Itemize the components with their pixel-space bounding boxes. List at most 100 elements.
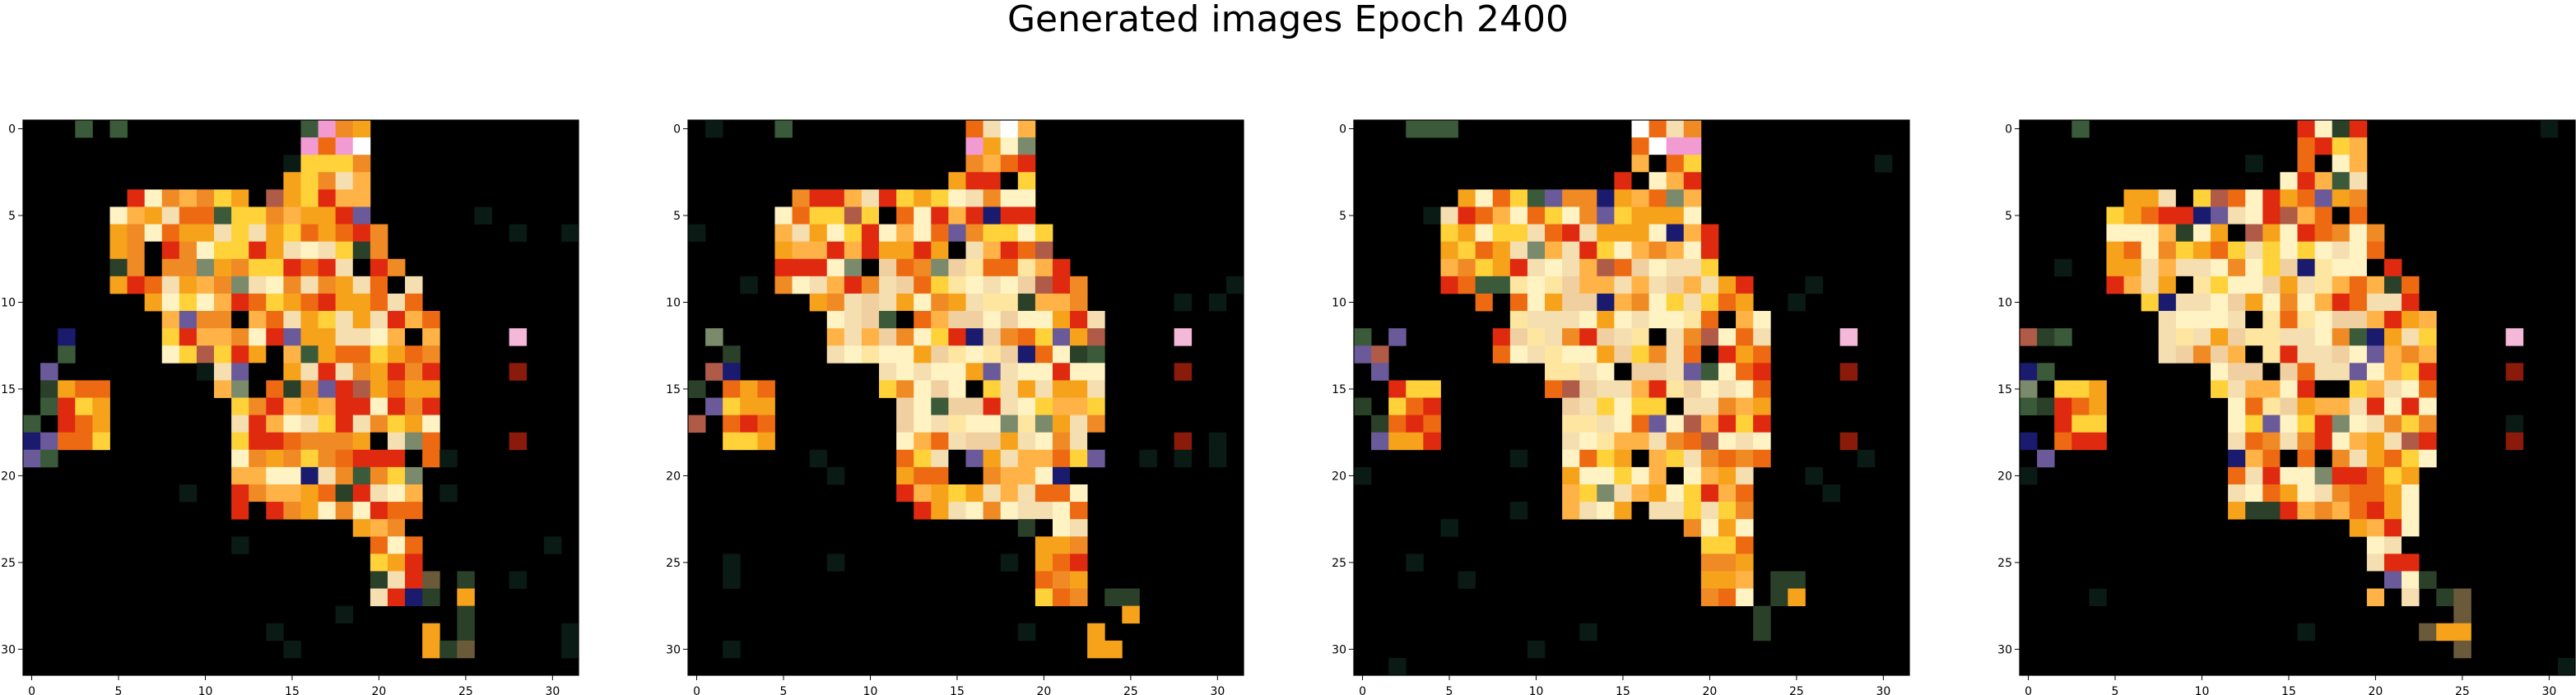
pixel — [1631, 258, 1649, 277]
pixel — [283, 432, 301, 451]
pixel — [214, 380, 232, 398]
pixel — [300, 466, 319, 485]
pixel — [983, 380, 1002, 398]
image-background — [2020, 120, 2575, 675]
pixel — [1579, 206, 1597, 225]
pixel — [387, 345, 406, 364]
pixel — [1718, 311, 1737, 329]
pixel — [879, 189, 897, 207]
pixel — [1666, 328, 1685, 346]
pixel — [1579, 345, 1597, 364]
pixel — [109, 224, 128, 243]
x-tick-label: 10 — [198, 685, 213, 695]
pixel — [422, 380, 440, 398]
pixel — [879, 276, 897, 294]
pixel — [983, 328, 1002, 346]
x-tick-label: 30 — [545, 685, 560, 695]
pixel — [1648, 397, 1667, 415]
x-tick-label: 15 — [950, 685, 965, 695]
pixel — [1000, 172, 1019, 190]
pixel — [2158, 206, 2177, 225]
pixel — [1545, 380, 1563, 398]
pixel — [370, 554, 388, 572]
pixel — [1597, 276, 1615, 294]
pixel — [1035, 224, 1053, 243]
pixel — [1579, 623, 1597, 642]
pixel — [1527, 258, 1546, 277]
pixel — [861, 311, 880, 329]
pixel — [127, 224, 146, 243]
pixel — [2314, 155, 2333, 173]
pixel — [179, 484, 198, 503]
pixel — [1597, 432, 1615, 451]
pixel — [1440, 120, 1458, 138]
pixel — [2089, 397, 2107, 415]
pixel — [1614, 432, 1632, 451]
pixel — [2332, 120, 2350, 138]
pixel — [2175, 206, 2194, 225]
pixel — [1052, 363, 1071, 381]
pixel — [2262, 276, 2281, 294]
pixel — [2228, 380, 2246, 398]
pixel — [2366, 276, 2385, 294]
y-tick-label: 30 — [1332, 643, 1346, 656]
pixel — [318, 293, 337, 312]
pixel — [1700, 293, 1719, 312]
pixel — [1648, 432, 1667, 451]
pixel — [2020, 380, 2038, 398]
pixel — [1017, 155, 1036, 173]
pixel — [1017, 276, 1036, 294]
pixel — [387, 432, 406, 451]
pixel — [1492, 345, 1511, 364]
pixel — [1492, 224, 1511, 243]
pixel — [560, 224, 579, 243]
pixel — [2158, 189, 2177, 207]
pixel — [1562, 432, 1580, 451]
pixel — [422, 640, 440, 659]
pixel — [2366, 258, 2385, 277]
x-tick-label: 15 — [1616, 685, 1630, 695]
pixel — [1000, 466, 1019, 485]
pixel — [914, 466, 932, 485]
pixel — [214, 293, 232, 312]
pixel — [352, 120, 371, 138]
pixel — [2349, 380, 2368, 398]
pixel — [1614, 345, 1632, 364]
pixel — [1700, 554, 1719, 572]
pixel — [723, 571, 741, 589]
pixel — [2332, 137, 2350, 155]
pixel — [1087, 640, 1105, 659]
pixel — [2071, 432, 2090, 451]
pixel — [826, 311, 845, 329]
pixel — [1052, 484, 1071, 503]
pixel — [266, 258, 284, 277]
pixel — [896, 415, 914, 433]
pixel — [1035, 311, 1053, 329]
pixel — [2071, 415, 2090, 433]
pixel — [1631, 311, 1649, 329]
pixel — [249, 189, 267, 207]
pixel — [1597, 206, 1615, 225]
pixel — [1753, 363, 1771, 381]
pixel — [879, 206, 897, 225]
pixel — [2037, 363, 2055, 381]
pixel — [931, 363, 949, 381]
pixel — [1000, 363, 1019, 381]
pixel — [2020, 432, 2038, 451]
pixel — [740, 432, 758, 451]
pixel — [1562, 502, 1580, 520]
pixel — [1208, 293, 1227, 312]
pixel — [2349, 432, 2368, 451]
pixel — [1087, 623, 1105, 642]
pixel — [2245, 466, 2263, 485]
pixel — [405, 397, 423, 415]
pixel — [2192, 293, 2211, 312]
pixel — [1700, 571, 1719, 589]
pixel — [161, 345, 180, 364]
pixel — [1631, 224, 1649, 243]
pixel — [965, 206, 983, 225]
pixel — [914, 345, 932, 364]
pixel — [214, 328, 232, 346]
pixel — [283, 449, 301, 468]
pixel — [266, 345, 284, 364]
